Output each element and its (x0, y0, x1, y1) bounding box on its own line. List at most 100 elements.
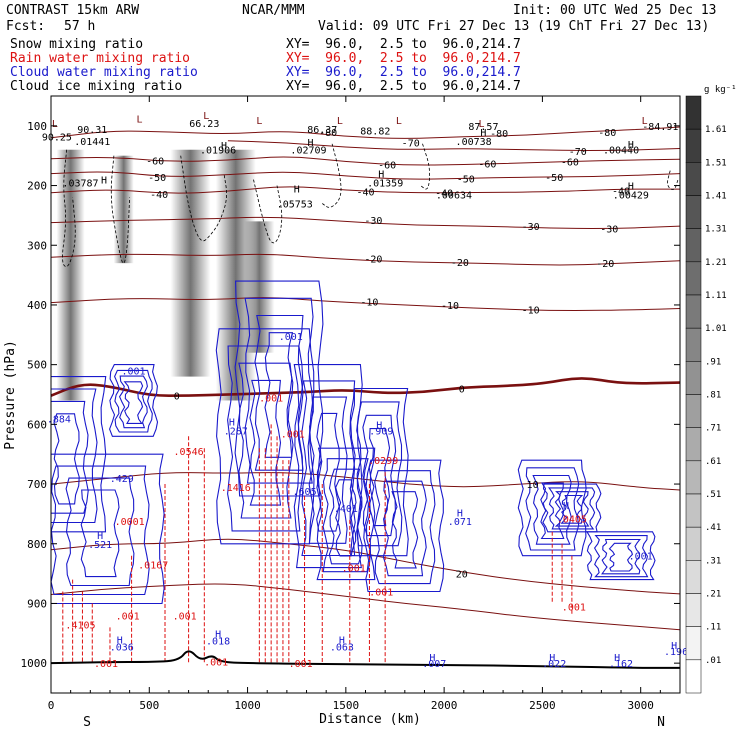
cloud-water-contour (123, 381, 144, 424)
value-label: 90.31 (77, 125, 107, 136)
cloud-water-contour (608, 542, 634, 572)
y-tick-label: 500 (27, 359, 47, 372)
cloud-water-contour (51, 388, 98, 524)
temperature-contour-label: -50 (148, 173, 166, 184)
colorbar-swatch (685, 560, 702, 594)
value-label: .007 (422, 659, 446, 670)
header-center: NCAR/MMM (242, 3, 305, 18)
cloud-water-contour (51, 465, 150, 596)
cloud-water-contour (308, 396, 348, 544)
temperature-contour (51, 377, 680, 398)
cloud-water-contour (244, 297, 314, 484)
colorbar-swatch (685, 128, 702, 163)
temperature-contour (51, 583, 680, 631)
cloud-water-contour (554, 491, 590, 527)
cloud-water-contour (593, 535, 649, 578)
cloud-water-contour (374, 470, 436, 585)
high-marker: H (563, 501, 569, 512)
value-label: .429 (110, 474, 134, 485)
value-label: 86.37 (307, 125, 337, 136)
value-label: .00440 (603, 146, 639, 157)
high-marker: H (294, 185, 300, 196)
y-tick-label: 800 (27, 538, 47, 551)
temperature-contour-label: 20 (456, 570, 468, 581)
high-marker: H (378, 170, 384, 181)
value-label: .05753 (277, 199, 313, 210)
colorbar-swatch (685, 394, 702, 428)
colorbar-swatch (685, 493, 702, 528)
header-fcst-label: Fcst: (6, 19, 46, 34)
value-label: .0299 (368, 456, 398, 467)
value-label: .0167 (138, 561, 168, 572)
colorbar-swatch (685, 294, 702, 329)
temperature-contour (51, 126, 680, 139)
high-marker: H (628, 182, 634, 193)
header-valid: Valid: 09 UTC Fri 27 Dec 13 (19 ChT Fri … (318, 19, 710, 34)
legend-snow-name: Snow mixing ratio (10, 37, 144, 52)
temperature-contour-label: 0 (174, 392, 180, 403)
low-marker: L (203, 111, 209, 122)
colorbar-label: 1.21 (705, 258, 727, 268)
high-marker: H (215, 629, 221, 640)
colorbar-swatch (685, 626, 702, 661)
value-label: 90.25 (42, 133, 72, 144)
y-axis-title: Pressure (hPa) (3, 340, 18, 450)
temperature-contour-label: -40 (435, 189, 453, 200)
y-tick-label: 900 (27, 597, 47, 610)
cloud-water-contour (517, 459, 587, 557)
x-tick-label: 1000 (234, 699, 261, 712)
temperature-contour-label: -70 (402, 139, 420, 150)
snow-contour (180, 155, 227, 242)
temperature-contour-label: -50 (545, 173, 563, 184)
value-label: .001 (562, 602, 586, 613)
value-label: .03787 (62, 179, 98, 190)
colorbar-label: 1.41 (705, 192, 727, 202)
value-label: .0001 (115, 517, 145, 528)
colorbar-swatch (685, 95, 702, 130)
value-label: .00738 (456, 137, 492, 148)
cloud-water-contour (65, 477, 135, 587)
value-label: .071 (448, 517, 472, 528)
y-tick-label: 300 (27, 239, 47, 252)
value-label: 88.82 (360, 127, 390, 138)
value-label: .001 (116, 611, 140, 622)
cloud-water-contour (328, 468, 363, 565)
header-init: Init: 00 UTC Wed 25 Dec 13 (513, 3, 717, 18)
cloud-water-contour (264, 332, 294, 458)
header-title: CONTRAST 15km ARW (6, 3, 140, 18)
value-label: .001 (369, 588, 393, 599)
colorbar-swatch (685, 195, 702, 229)
value-label: .01441 (74, 137, 110, 148)
cloud-water-contour (238, 362, 293, 519)
cloud-water-contour (532, 474, 572, 545)
temperature-contour (51, 297, 680, 311)
colorbar-swatch (685, 228, 702, 263)
colorbar-swatch (685, 526, 702, 561)
legend-cloudice-xy: XY= 96.0, 2.5 to 96.0,214.7 (286, 79, 521, 94)
y-tick-label: 1000 (21, 657, 48, 670)
temperature-contour-label: -10 (441, 301, 459, 312)
temperature-contour (227, 140, 680, 151)
value-label: .00634 (436, 191, 472, 202)
cloud-water-contour (349, 387, 409, 557)
cloud-water-contour (51, 400, 89, 514)
temperature-contour-label: -30 (600, 225, 618, 236)
cloud-water-contour (109, 364, 159, 437)
value-label: .001 (279, 332, 303, 343)
value-label: .162 (609, 659, 633, 670)
snow-contour (62, 149, 76, 267)
temperature-contour-label: -40 (150, 190, 168, 201)
colorbar-label: .71 (705, 424, 721, 434)
colorbar-label: 1.01 (705, 324, 727, 334)
snow-contour (322, 143, 342, 208)
colorbar-swatch (685, 659, 702, 694)
x-tick-label: 1500 (333, 699, 360, 712)
colorbar-swatch (685, 593, 702, 627)
snow-contour (110, 155, 130, 264)
temperature-contour (51, 186, 680, 194)
legend-cloudwater-xy: XY= 96.0, 2.5 to 96.0,214.7 (286, 65, 521, 80)
value-label: .001 (122, 367, 146, 378)
snow-contour (253, 179, 283, 244)
colorbar-label: .01 (705, 656, 721, 666)
